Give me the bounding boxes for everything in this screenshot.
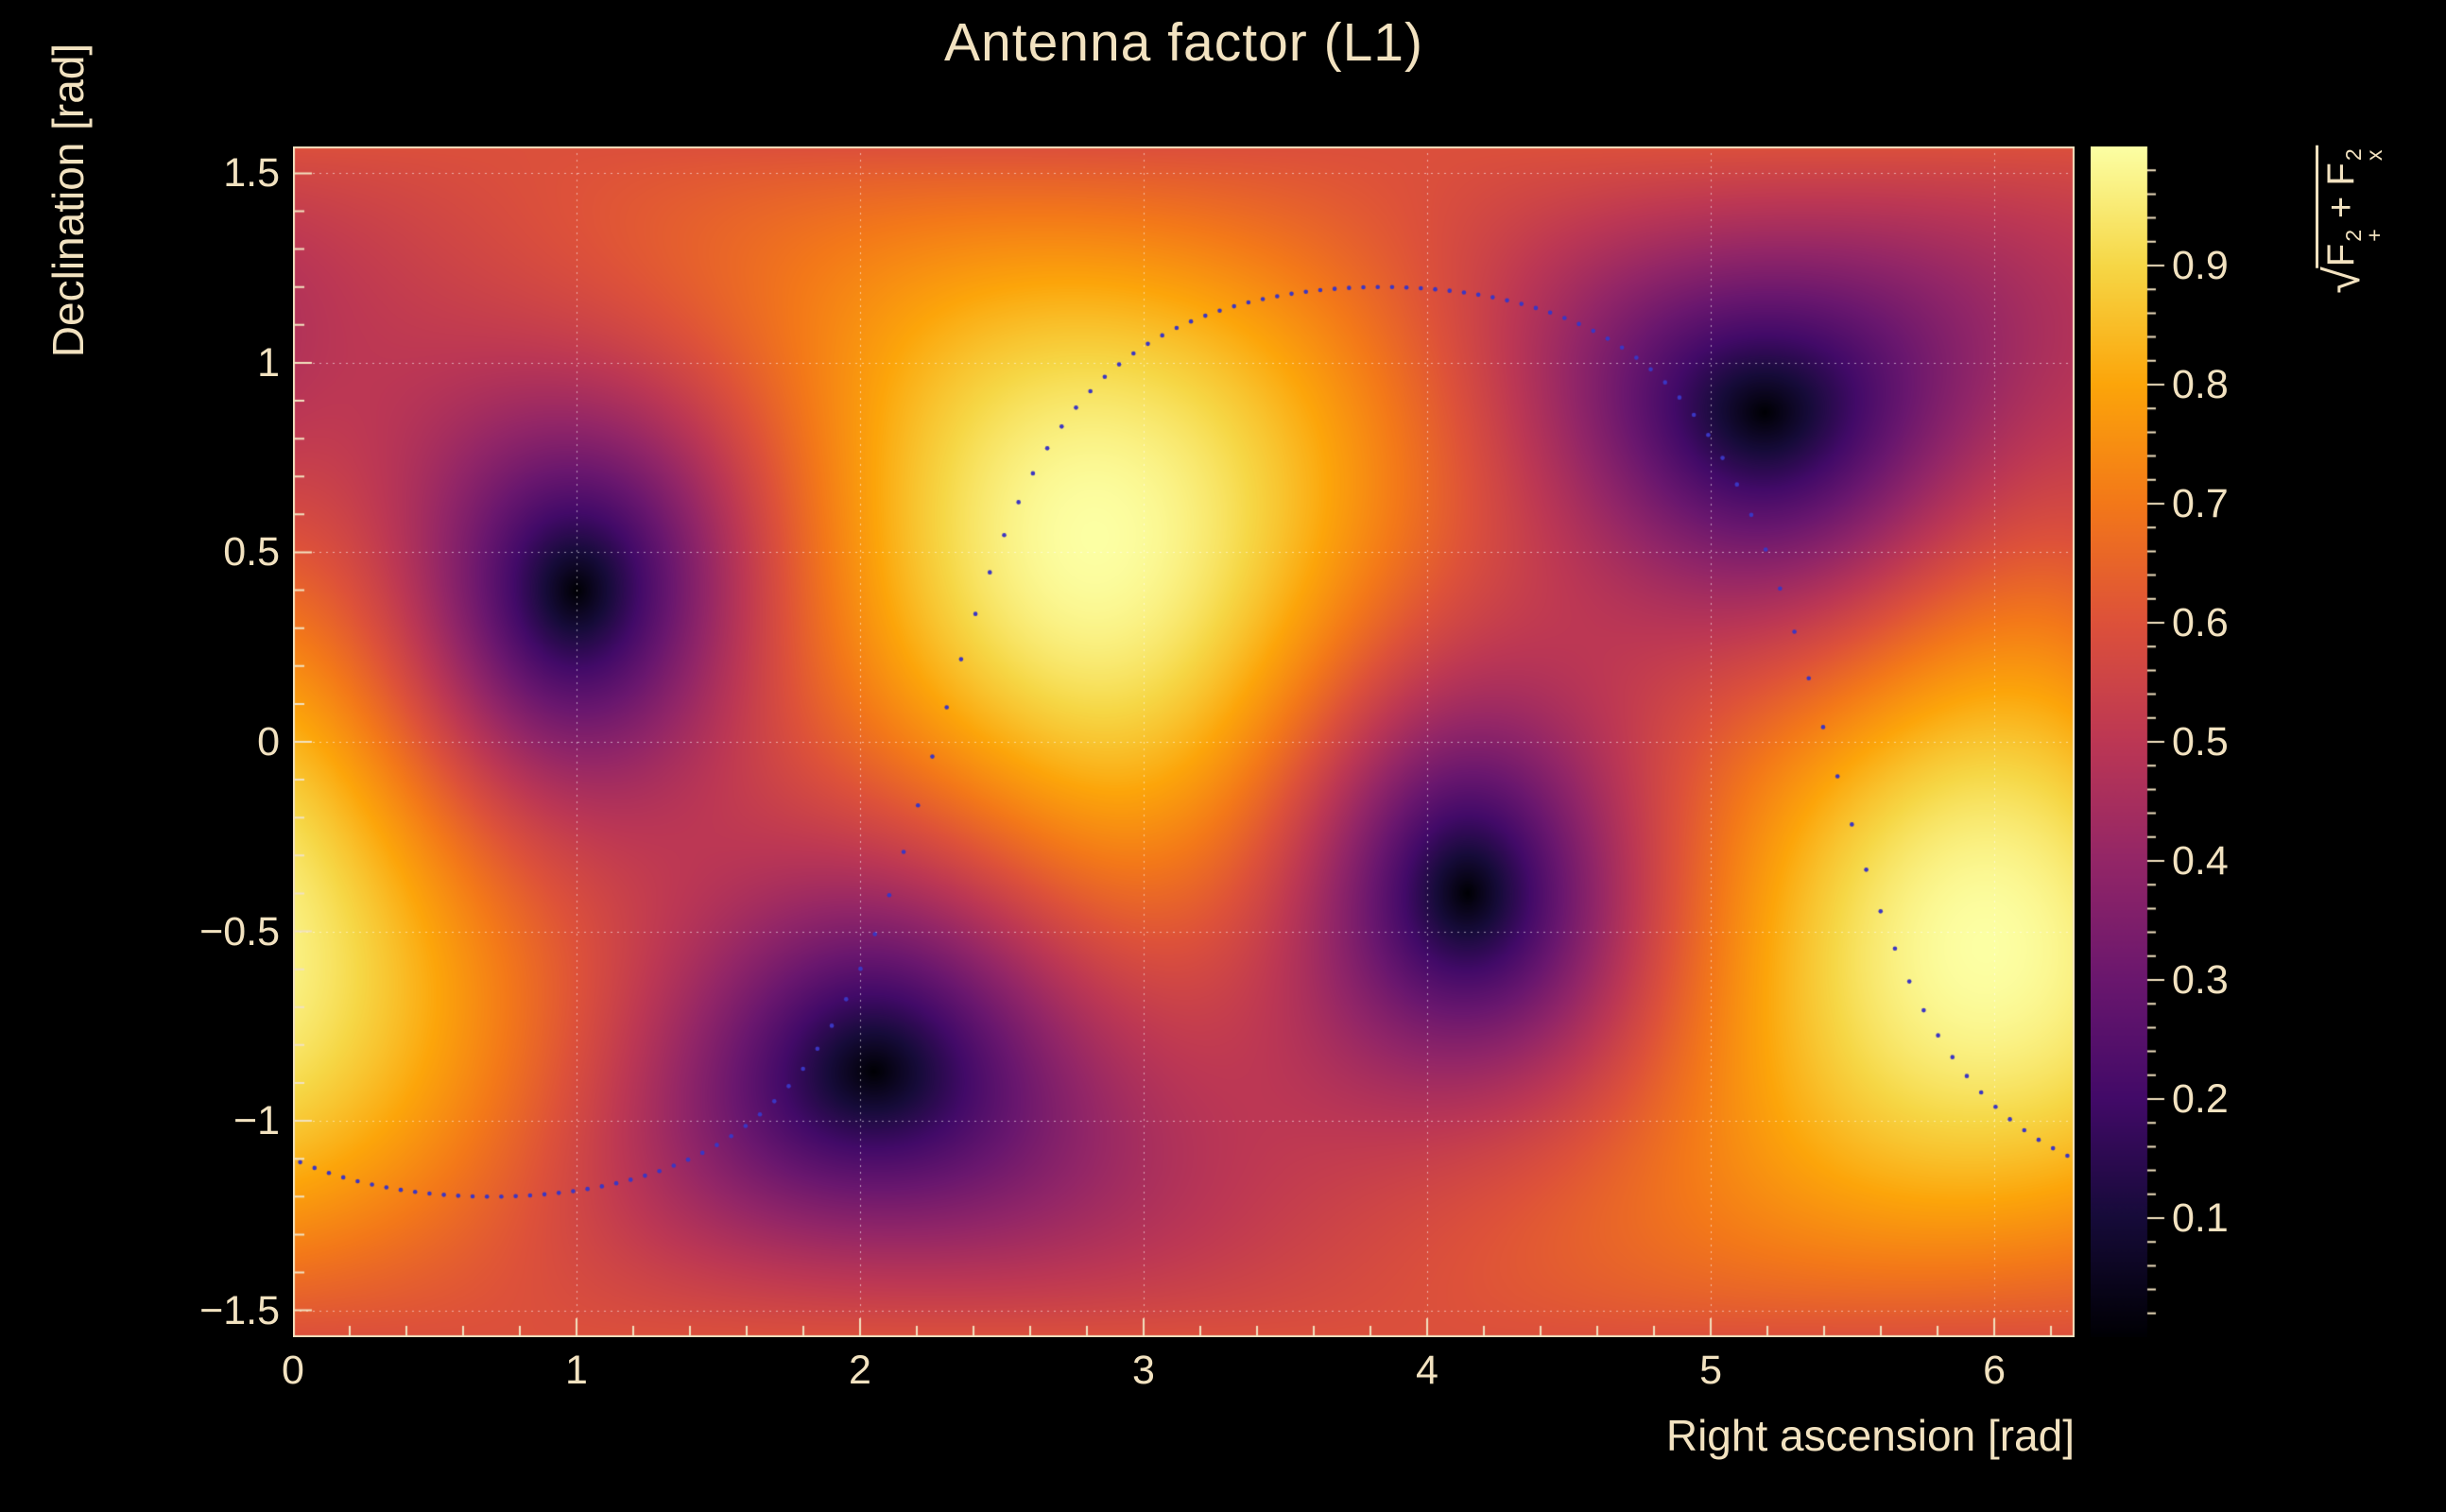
sub-sup-stack: 2 + xyxy=(2340,229,2386,242)
colorbar-canvas xyxy=(2091,146,2166,1337)
y-tick-label: 1 xyxy=(257,339,280,386)
colorbar-tick-label: 0.4 xyxy=(2172,838,2229,884)
x-tick-label: 5 xyxy=(1699,1348,1722,1393)
colorbar-tick-label: 0.8 xyxy=(2172,362,2229,407)
y-tick-label: 0 xyxy=(257,719,280,765)
x-tick-label: 1 xyxy=(565,1348,588,1393)
x-tick-label: 2 xyxy=(849,1348,871,1393)
y-tick-label: 0.5 xyxy=(223,529,280,576)
x-axis-title: Right ascension [rad] xyxy=(1665,1411,2075,1460)
colorbar-tick-label: 0.3 xyxy=(2172,957,2229,1003)
colorbar-tick-label: 0.6 xyxy=(2172,600,2229,645)
sqrt-symbol: √ xyxy=(2316,266,2371,294)
colorbar-tick-label: 0.2 xyxy=(2172,1076,2229,1122)
colorbar-tick-label: 0.1 xyxy=(2172,1195,2229,1241)
colorbar-tick-label: 0.9 xyxy=(2172,243,2229,288)
plot-area xyxy=(293,146,2075,1337)
x-tick-label: 4 xyxy=(1416,1348,1438,1393)
x-tick-label: 0 xyxy=(282,1348,304,1393)
y-tick-label: −0.5 xyxy=(199,908,280,954)
colorbar-title-term: F 2 + xyxy=(2319,229,2386,267)
y-tick-label: −1 xyxy=(233,1098,280,1144)
y-axis-title: Declination [rad] xyxy=(43,43,93,358)
heatmap-canvas xyxy=(293,146,2075,1337)
chart-title: Antenna factor (L1) xyxy=(944,12,1423,73)
x-tick-label: 3 xyxy=(1132,1348,1155,1393)
y-tick-label: 1.5 xyxy=(223,150,280,197)
colorbar-tick-label: 0.5 xyxy=(2172,719,2229,765)
x-tick-label: 6 xyxy=(1983,1348,2006,1393)
y-tick-label: −1.5 xyxy=(199,1287,280,1333)
colorbar-tick-label: 0.7 xyxy=(2172,481,2229,526)
